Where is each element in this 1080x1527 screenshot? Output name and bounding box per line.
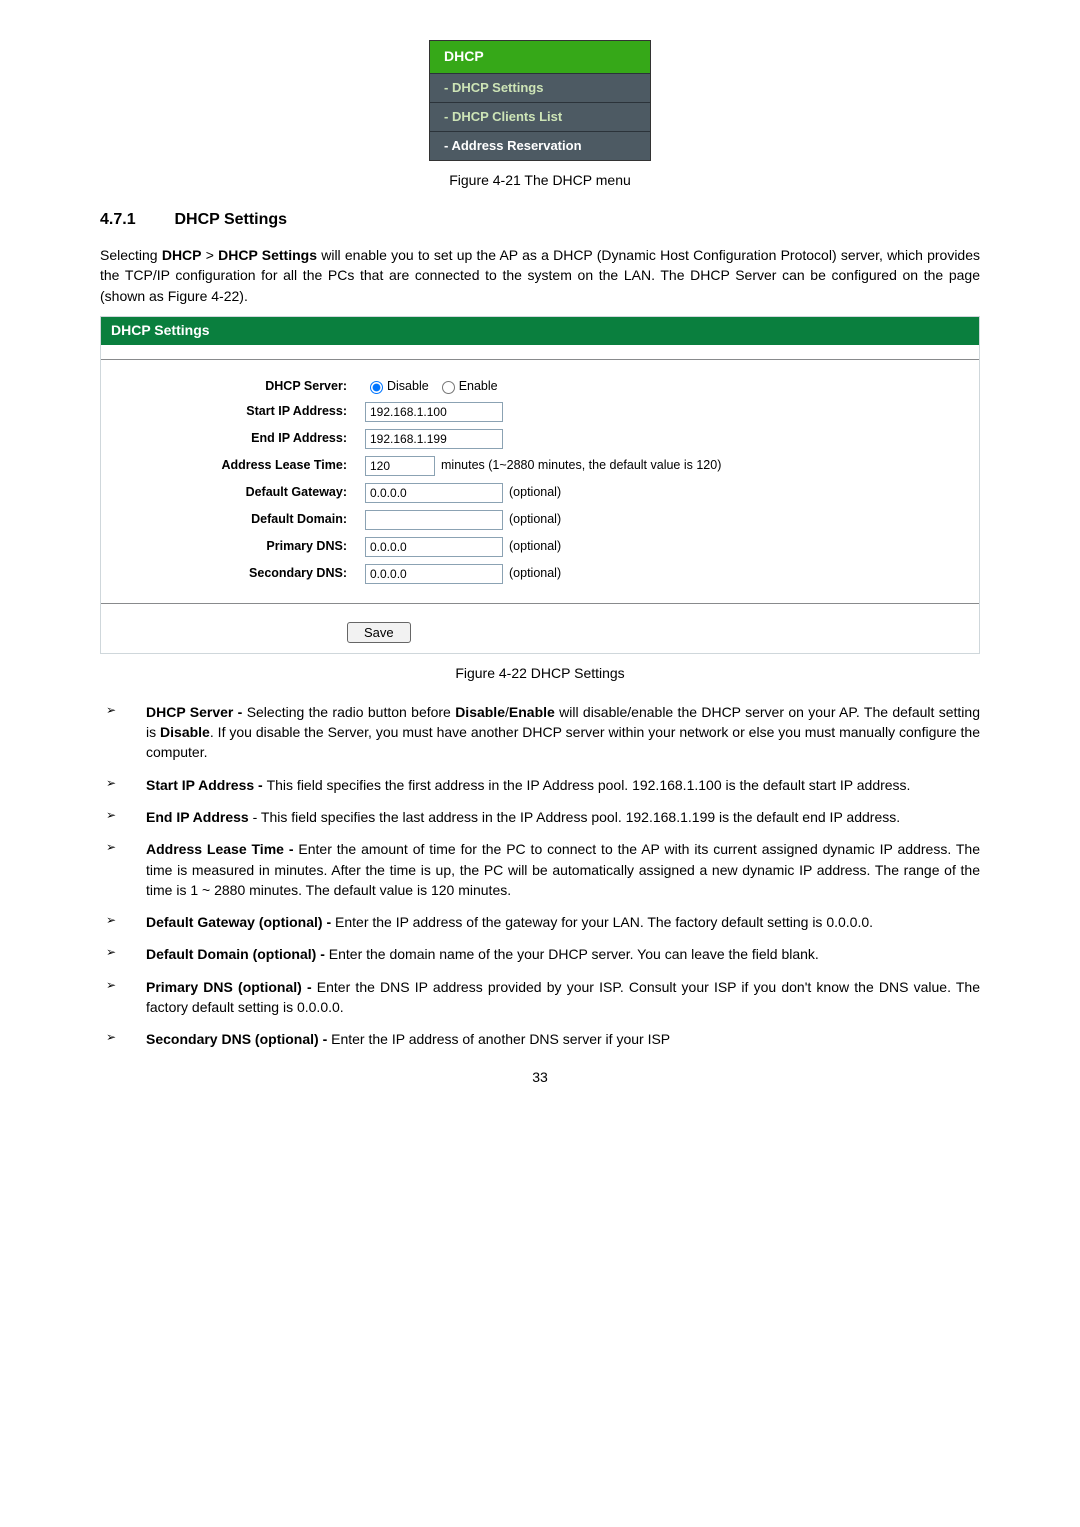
bullet-secondary-dns: Secondary DNS (optional) - Enter the IP … [146,1029,980,1049]
bullet-marker: ➢ [100,912,146,932]
label-end-ip: End IP Address: [117,430,365,448]
input-end-ip[interactable] [365,429,503,449]
bullet-marker: ➢ [100,702,146,763]
radio-disable[interactable]: Disable [365,378,429,396]
label-secondary-dns: Secondary DNS: [117,565,365,583]
bullet-marker: ➢ [100,807,146,827]
bullet-dhcp-server: DHCP Server - Selecting the radio button… [146,702,980,763]
bullet-marker: ➢ [100,775,146,795]
input-secondary-dns[interactable] [365,564,503,584]
input-lease-time[interactable] [365,456,435,476]
input-gateway[interactable] [365,483,503,503]
settings-bullet-list: ➢ DHCP Server - Selecting the radio butt… [100,702,980,1050]
input-primary-dns[interactable] [365,537,503,557]
section-heading: 4.7.1 DHCP Settings [100,209,980,231]
bullet-primary-dns: Primary DNS (optional) - Enter the DNS I… [146,977,980,1018]
optional-gateway: (optional) [509,484,561,502]
bullet-end-ip: End IP Address - This field specifies th… [146,807,980,827]
label-domain: Default Domain: [117,511,365,529]
lease-hint: minutes (1~2880 minutes, the default val… [441,457,721,475]
bullet-lease-time: Address Lease Time - Enter the amount of… [146,839,980,900]
bullet-marker: ➢ [100,944,146,964]
save-button[interactable]: Save [347,622,411,643]
optional-domain: (optional) [509,511,561,529]
menu-header: DHCP [430,41,650,73]
bullet-marker: ➢ [100,839,146,900]
settings-panel-title: DHCP Settings [101,317,979,345]
label-gateway: Default Gateway: [117,484,365,502]
dhcp-settings-panel: DHCP Settings DHCP Server: Disable Enabl… [100,316,980,654]
figure-caption-2: Figure 4-22 DHCP Settings [100,664,980,684]
optional-pdns: (optional) [509,538,561,556]
bullet-start-ip: Start IP Address - This field specifies … [146,775,980,795]
bullet-marker: ➢ [100,977,146,1018]
label-primary-dns: Primary DNS: [117,538,365,556]
bullet-gateway: Default Gateway (optional) - Enter the I… [146,912,980,932]
page-number: 33 [100,1068,980,1088]
dhcp-menu: DHCP - DHCP Settings - DHCP Clients List… [429,40,651,161]
intro-paragraph: Selecting DHCP > DHCP Settings will enab… [100,245,980,306]
input-domain[interactable] [365,510,503,530]
menu-item-dhcp-clients[interactable]: - DHCP Clients List [430,102,650,131]
radio-enable[interactable]: Enable [437,378,498,396]
optional-sdns: (optional) [509,565,561,583]
label-lease-time: Address Lease Time: [117,457,365,475]
bullet-marker: ➢ [100,1029,146,1049]
menu-item-address-reservation[interactable]: - Address Reservation [430,131,650,160]
section-title: DHCP Settings [174,211,287,228]
menu-item-dhcp-settings[interactable]: - DHCP Settings [430,73,650,102]
section-number: 4.7.1 [100,209,170,231]
figure-caption-1: Figure 4-21 The DHCP menu [100,171,980,191]
label-dhcp-server: DHCP Server: [117,378,365,396]
input-start-ip[interactable] [365,402,503,422]
bullet-domain: Default Domain (optional) - Enter the do… [146,944,980,964]
label-start-ip: Start IP Address: [117,403,365,421]
